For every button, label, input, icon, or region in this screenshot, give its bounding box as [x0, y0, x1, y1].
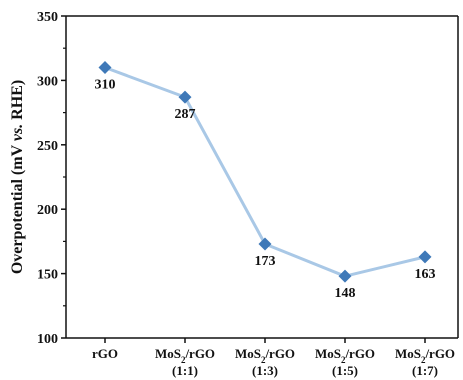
y-tick-label: 350	[37, 10, 58, 25]
y-tick-label: 200	[37, 203, 58, 218]
x-tick-sublabel: (1:1)	[172, 363, 198, 378]
data-label: 173	[255, 254, 276, 269]
y-tick-label: 100	[37, 332, 58, 347]
x-tick-label: rGO	[92, 346, 118, 361]
data-label: 287	[175, 107, 196, 122]
x-tick-sublabel: (1:5)	[332, 363, 358, 378]
data-label: 310	[95, 78, 116, 93]
labels-layer: 310 287 173 148 163	[95, 78, 436, 302]
x-tick-sublabel: (1:7)	[412, 363, 438, 378]
data-point-marker	[178, 90, 192, 104]
data-point-marker	[98, 61, 112, 75]
x-tick-label: MoS2/rGO	[235, 346, 295, 365]
data-label: 148	[335, 286, 356, 301]
x-tick-label: MoS2/rGO	[155, 346, 215, 365]
x-tick-sublabel: (1:3)	[252, 363, 278, 378]
data-point-marker	[258, 237, 272, 251]
data-point-marker	[418, 250, 432, 264]
y-tick-label: 300	[37, 74, 58, 89]
y-tick-label: 150	[37, 268, 58, 283]
y-axis-title: Overpotential (mV vs. RHE)	[9, 80, 26, 274]
x-tick-label: MoS2/rGO	[395, 346, 455, 365]
x-tick-label: MoS2/rGO	[315, 346, 375, 365]
data-point-marker	[338, 269, 352, 283]
series-layer	[98, 61, 432, 283]
data-label: 163	[415, 267, 436, 282]
y-tick-label: 250	[37, 139, 58, 154]
